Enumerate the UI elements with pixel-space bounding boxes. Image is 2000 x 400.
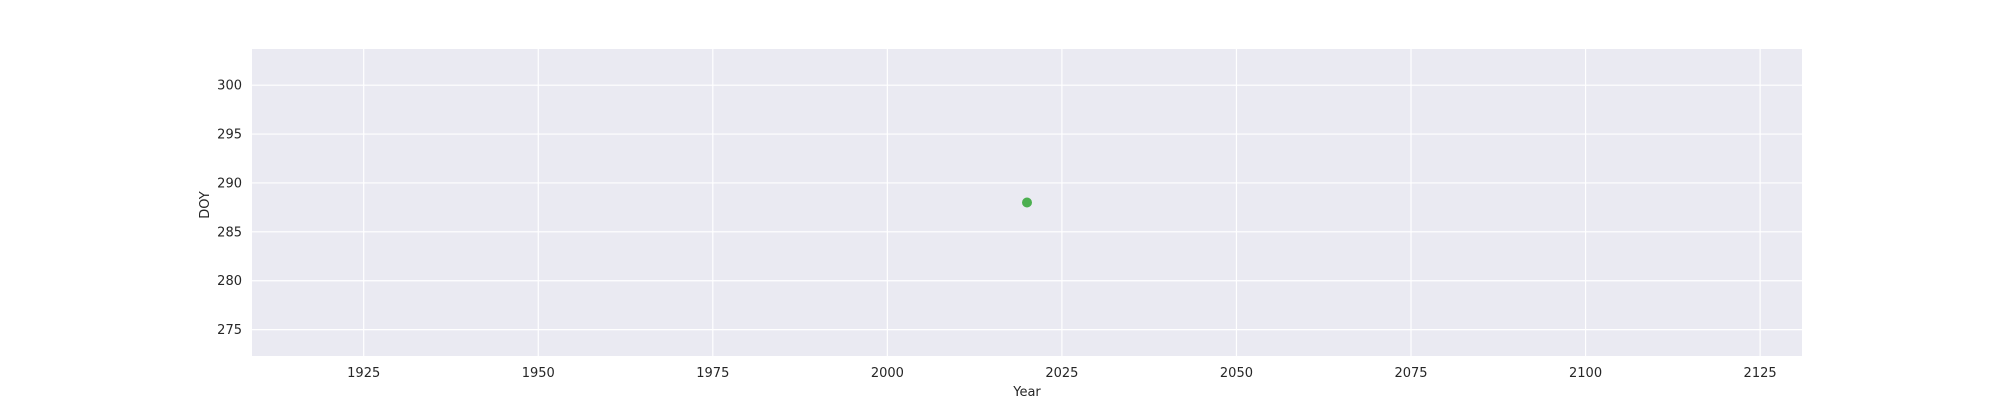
data-point	[1022, 197, 1032, 208]
x-tick-label: 2075	[1394, 366, 1427, 381]
x-axis-label: Year	[1012, 385, 1041, 400]
x-tick-label: 1950	[522, 366, 555, 381]
y-tick-label: 290	[217, 176, 242, 191]
x-tick-label: 2050	[1220, 366, 1253, 381]
y-axis-label: DOY	[198, 191, 213, 219]
y-tick-label: 285	[217, 225, 242, 240]
x-tick-label: 2100	[1569, 366, 1602, 381]
y-tick-label: 275	[217, 323, 242, 338]
x-tick-label: 2025	[1045, 366, 1078, 381]
x-tick-label: 2125	[1744, 366, 1777, 381]
x-tick-label: 2000	[871, 366, 904, 381]
x-tick-labels: 1925 1950 1975 2000 2025 2050 2075 2100 2125	[347, 366, 1776, 381]
y-tick-label: 300	[217, 79, 242, 94]
y-tick-label: 295	[217, 128, 242, 143]
y-tick-label: 280	[217, 274, 242, 289]
x-tick-label: 1925	[347, 366, 380, 381]
x-grid	[363, 49, 1761, 356]
data-points	[1022, 197, 1032, 208]
y-grid	[252, 84, 1802, 331]
y-tick-labels: 275 280 285 290 295 300	[217, 79, 242, 338]
x-tick-label: 1975	[696, 366, 729, 381]
